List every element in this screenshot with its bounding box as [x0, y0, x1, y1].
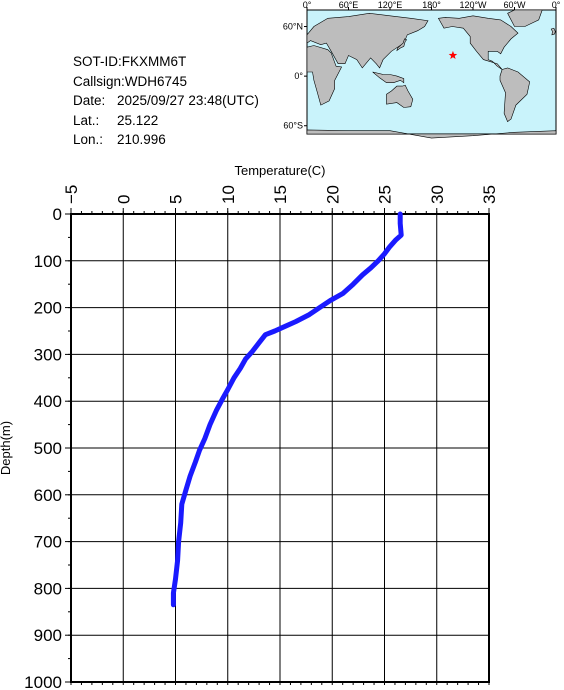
x-tick-label-group: 25	[376, 185, 395, 204]
landmass-japan	[396, 38, 408, 52]
date-label: Date:	[73, 93, 106, 108]
y-tick-label: 200	[34, 299, 62, 318]
map-lon-label: 60°W	[503, 0, 526, 10]
y-tick-label: 900	[34, 626, 62, 645]
map-lon-label: 0°	[303, 0, 312, 10]
y-tick-label: 500	[34, 439, 62, 458]
landmass-eurasia	[306, 12, 429, 69]
location-marker	[448, 50, 458, 60]
location-map: 0° 60°E 120°E 180° 120°W 60°W 0° 60°N 0° 60°S	[283, 0, 561, 139]
x-tick-label: −5	[62, 185, 81, 204]
map-lat-label: 60°S	[283, 121, 303, 131]
y-tick-label: 800	[34, 579, 62, 598]
grid	[70, 213, 490, 683]
landmass-africa	[306, 45, 343, 106]
landmass-indonesia	[372, 71, 405, 84]
x-tick-label: 20	[323, 185, 342, 204]
x-tick-label: 5	[167, 195, 186, 204]
y-tick-label: 1000	[24, 673, 62, 690]
landmass-antarctica	[306, 129, 557, 139]
y-tick-label: 700	[34, 533, 62, 552]
float-info: SOT-ID:FKXMM6T Callsign:WDH6745 Date: 202…	[73, 52, 259, 150]
map-longitude-labels: 0° 60°E 120°E 180° 120°W 60°W 0°	[303, 0, 561, 10]
landmass-north-america	[437, 15, 519, 70]
map-lat-label: 60°N	[283, 22, 303, 32]
x-tick-label-group: 0	[114, 195, 133, 204]
map-lon-label: 60°E	[339, 0, 359, 10]
temperature-profile-line	[170, 211, 404, 608]
map-lat-label: 0°	[294, 71, 303, 81]
x-tick-label-group: 15	[271, 185, 290, 204]
y-tick-label: 300	[34, 345, 62, 364]
landmass-greenland	[507, 9, 543, 27]
plot-frame	[70, 213, 490, 683]
sot-id: SOT-ID:FKXMM6T	[73, 54, 187, 69]
date-value: 2025/09/27 23:48(UTC)	[117, 93, 259, 108]
landmass-uk	[550, 27, 556, 36]
map-lon-label: 120°E	[378, 0, 403, 10]
map-land	[306, 9, 557, 139]
y-tick-label: 400	[34, 392, 62, 411]
x-tick-label: 10	[219, 185, 238, 204]
landmass-australia	[386, 84, 414, 108]
x-tick-label-group: 5	[167, 195, 186, 204]
x-tick-label-group: 20	[323, 185, 342, 204]
map-lon-label: 180°	[422, 0, 441, 10]
map-latitude-labels: 60°N 0° 60°S	[283, 22, 307, 131]
y-tick-label: 100	[34, 252, 62, 271]
x-tick-label-group: −5	[62, 185, 81, 204]
landmass-south-america	[499, 67, 531, 123]
y-axis-title: Depth(m)	[0, 421, 13, 475]
x-tick-label-group: 10	[219, 185, 238, 204]
lon-row: Lon.: 210.996	[73, 130, 259, 150]
x-tick-label: 35	[480, 185, 499, 204]
y-tick-label: 600	[34, 486, 62, 505]
y-axis-ticks: 0 100 200 300 400 500 600 700 800 900 1000	[24, 205, 71, 690]
lat-value: 25.122	[117, 112, 159, 128]
x-tick-label: 0	[114, 195, 133, 204]
lat-label: Lat.:	[73, 112, 100, 128]
x-tick-label-group: 30	[428, 185, 447, 204]
lon-label: Lon.:	[73, 132, 104, 147]
x-tick-label: 15	[271, 185, 290, 204]
map-lon-label: 120°W	[459, 0, 487, 10]
map-lon-label: 0°	[552, 0, 561, 10]
x-tick-label-group: 35	[480, 185, 499, 204]
lat-row: Lat.: 25.122	[73, 111, 259, 131]
callsign: Callsign:WDH6745	[73, 73, 188, 89]
lon-value: 210.996	[117, 132, 166, 147]
x-tick-label: 30	[428, 185, 447, 204]
x-axis-title: Temperature(C)	[234, 163, 325, 178]
y-tick-label: 0	[53, 205, 62, 224]
x-tick-label: 25	[376, 185, 395, 204]
date-row: Date: 2025/09/27 23:48(UTC)	[73, 91, 259, 111]
